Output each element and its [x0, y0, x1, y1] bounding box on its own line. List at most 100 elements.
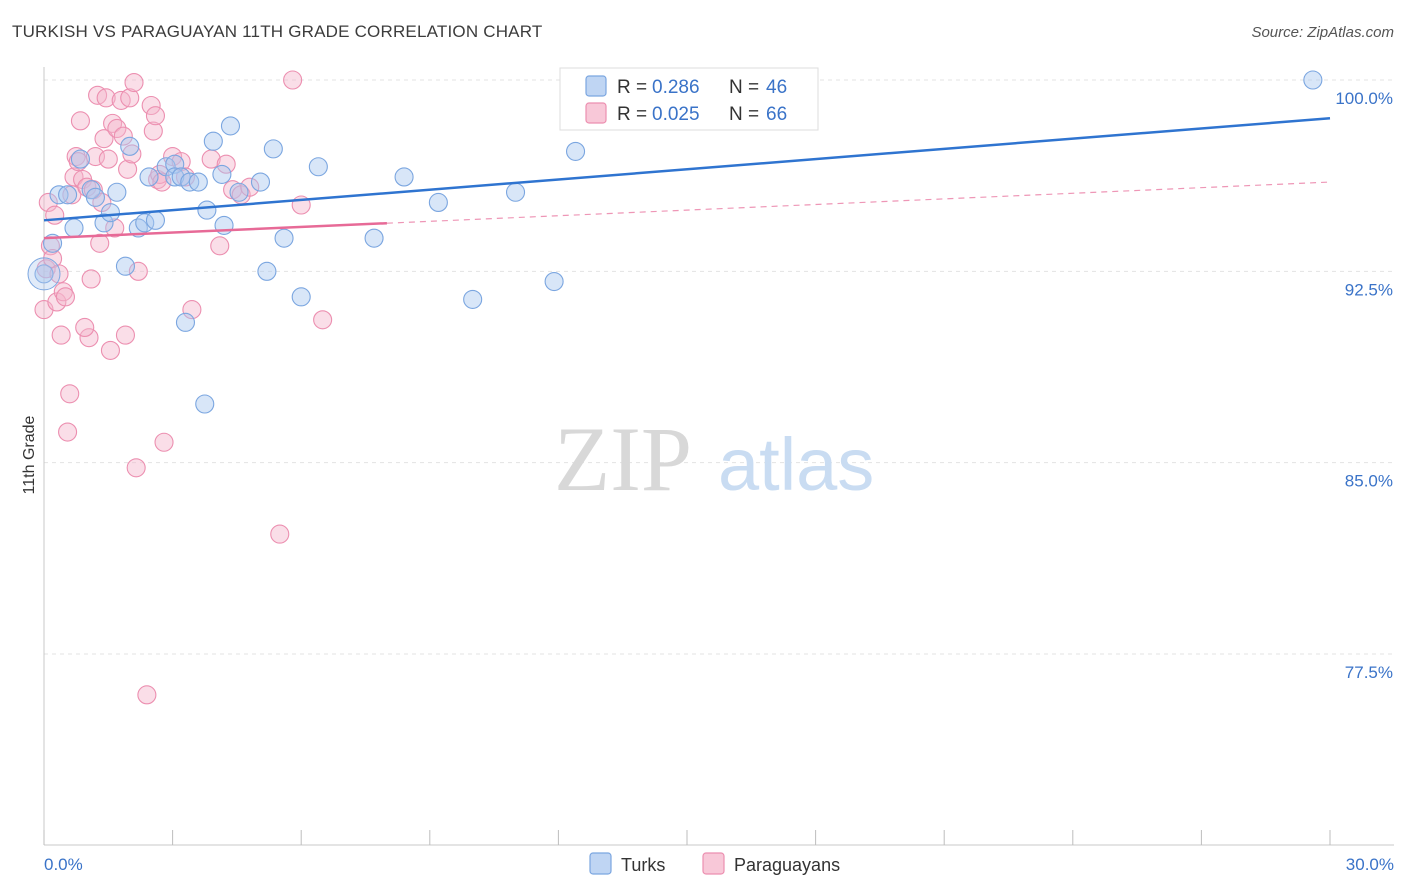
- trend-lines: [43, 117, 1331, 240]
- paraguayans-trend-line-extension: [386, 181, 1331, 224]
- paraguayans-point: [60, 384, 80, 404]
- legend-n-value-paraguayans: 66: [766, 104, 787, 125]
- paraguayans-point: [98, 149, 118, 169]
- paraguayans-point: [126, 458, 146, 478]
- legend-n-value-turks: 46: [766, 77, 787, 98]
- bottom-legend: Turks Paraguayans: [589, 852, 840, 875]
- turks-point: [308, 157, 328, 177]
- paraguayans-point: [270, 524, 290, 544]
- legend-n-label-paraguayans: N =: [729, 104, 759, 125]
- turks-point: [428, 192, 448, 213]
- paraguayans-point: [141, 95, 161, 116]
- paraguayans-point: [94, 129, 114, 149]
- turks-point: [115, 256, 135, 276]
- legend-swatch-turks: [585, 75, 607, 97]
- paraguayans-point: [154, 432, 174, 452]
- turks-point: [463, 289, 483, 309]
- y-axis-label: 11th Grade: [21, 415, 38, 494]
- turks-point-cluster: [27, 257, 61, 291]
- paraguayans-point: [145, 106, 166, 126]
- turks-point: [188, 172, 208, 192]
- paraguayans-point: [152, 172, 172, 192]
- legend-n-label-turks: N =: [729, 77, 759, 98]
- y-tick-label: 85.0%: [1345, 472, 1393, 491]
- bottom-legend-swatch-turks: [589, 852, 612, 875]
- bottom-legend-label-turks: Turks: [621, 855, 665, 875]
- turks-point: [165, 167, 185, 187]
- paraguayans-point: [210, 236, 230, 256]
- turks-point: [212, 164, 232, 184]
- turks-point: [139, 167, 159, 187]
- legend-r-label-paraguayans: R =: [617, 104, 647, 125]
- paraguayans-point: [90, 233, 110, 253]
- paraguayans-point: [105, 218, 125, 238]
- paraguayans-point: [81, 269, 101, 289]
- turks-point: [203, 131, 223, 151]
- paraguayans-point: [45, 205, 65, 225]
- turks-point: [544, 271, 564, 292]
- legend-swatch-paraguayans: [585, 102, 607, 124]
- bottom-legend-swatch-paraguayans: [702, 852, 725, 875]
- turks-point: [364, 228, 384, 248]
- y-tick-label: 100.0%: [1335, 89, 1393, 108]
- y-axis-tick-labels: 100.0% 92.5% 85.0% 77.5%: [1335, 89, 1393, 682]
- turks-point: [257, 261, 277, 281]
- paraguayans-point: [107, 118, 127, 139]
- turks-point: [274, 228, 294, 248]
- x-axis-ticks: [43, 830, 1331, 845]
- paraguayans-point: [55, 287, 75, 307]
- turks-point: [85, 187, 105, 207]
- turks-point: [195, 394, 215, 414]
- paraguayans-point: [68, 152, 88, 172]
- paraguayans-point: [51, 325, 71, 345]
- x-tick-label-max: 30.0%: [1346, 855, 1394, 874]
- legend-r-value-turks: 0.286: [652, 77, 700, 98]
- paraguayans-point: [96, 88, 116, 108]
- turks-point: [58, 185, 78, 205]
- paraguayans-point: [75, 317, 95, 338]
- y-tick-label: 92.5%: [1345, 280, 1393, 299]
- turks-point: [107, 182, 127, 202]
- turks-point: [94, 213, 114, 233]
- paraguayans-point: [137, 685, 157, 705]
- turks-point: [291, 287, 311, 307]
- paraguayans-point: [240, 177, 260, 197]
- turks-point: [229, 182, 249, 202]
- paraguayans-point: [100, 340, 120, 360]
- watermark-zip: ZIP: [554, 408, 692, 510]
- paraguayans-point: [70, 111, 90, 131]
- paraguayans-point: [115, 325, 135, 345]
- legend-r-value-paraguayans: 0.025: [652, 104, 700, 125]
- turks-point: [120, 136, 140, 156]
- turks-point: [100, 203, 120, 223]
- paraguayans-point: [120, 88, 140, 108]
- chart-source: Source: ZipAtlas.com: [1251, 24, 1394, 41]
- turks-trend-line: [43, 117, 1331, 222]
- paraguayans-point: [128, 261, 148, 281]
- paraguayans-point: [79, 328, 99, 348]
- paraguayans-trend-line: [43, 221, 387, 240]
- turks-point: [70, 149, 90, 169]
- bottom-legend-label-paraguayans: Paraguayans: [734, 855, 840, 875]
- turks-point: [250, 172, 271, 192]
- paraguayans-point: [122, 144, 142, 164]
- paraguayans-point: [216, 154, 236, 174]
- turks-point: [64, 218, 84, 238]
- turks-point: [1303, 70, 1323, 90]
- paraguayans-point: [58, 422, 78, 442]
- paraguayans-point: [313, 310, 333, 330]
- paraguayans-point: [283, 70, 303, 90]
- paraguayans-point: [124, 73, 144, 93]
- turks-point: [394, 167, 414, 187]
- chart-title: TURKISH VS PARAGUAYAN 11TH GRADE CORRELA…: [12, 22, 543, 41]
- y-tick-label: 77.5%: [1345, 663, 1393, 682]
- paraguayans-point: [113, 126, 133, 146]
- turks-point: [263, 139, 283, 159]
- watermark-atlas: atlas: [718, 423, 874, 506]
- turks-point: [128, 218, 148, 238]
- paraguayans-point: [143, 121, 163, 141]
- paraguayans-point: [49, 264, 69, 284]
- legend-r-label-turks: R =: [617, 77, 647, 98]
- turks-point: [565, 141, 586, 161]
